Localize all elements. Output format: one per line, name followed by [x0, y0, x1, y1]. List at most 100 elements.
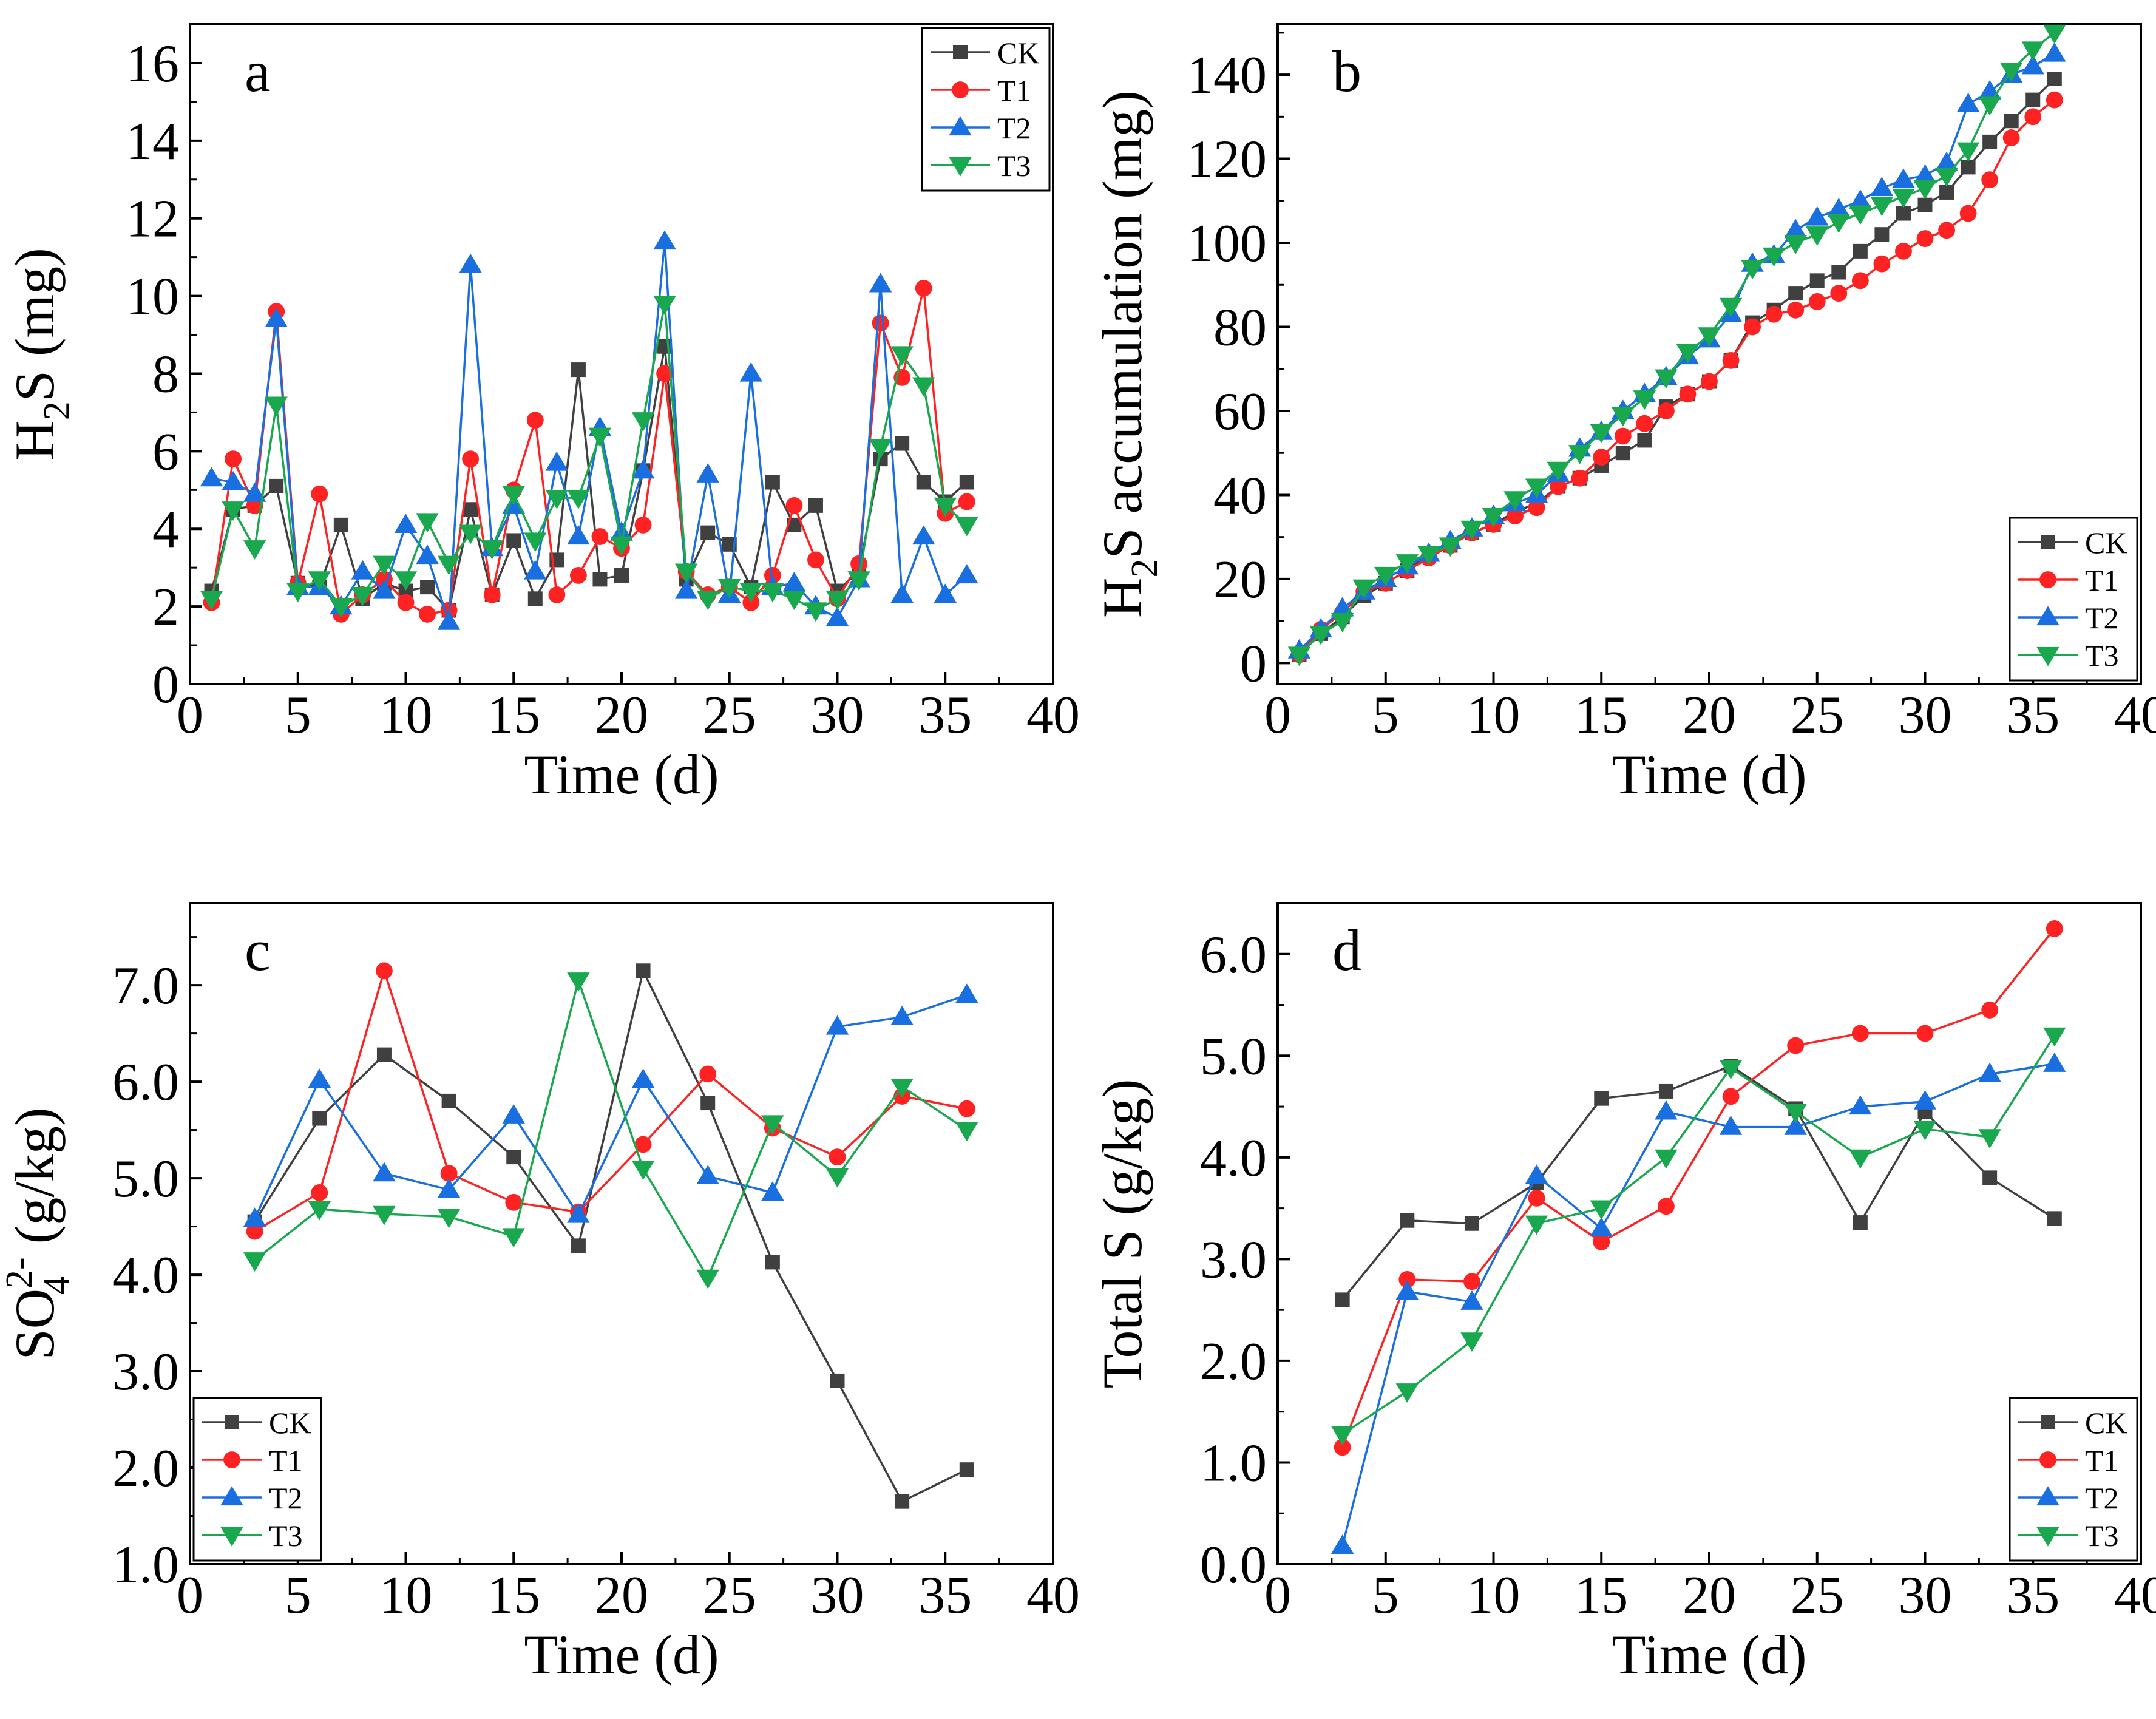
data-point-T1: [1507, 507, 1524, 524]
series-T3: [1331, 1027, 2066, 1446]
data-point-T2: [1870, 177, 1894, 197]
data-point-T2: [243, 482, 266, 502]
data-point-T1: [699, 1065, 717, 1083]
data-point-T1: [634, 1136, 652, 1153]
legend-marker-CK: [225, 1415, 239, 1429]
data-point-T3: [1892, 188, 1915, 208]
data-point-T3: [308, 571, 331, 591]
data-point-T3: [330, 598, 353, 618]
x-tick-label: 35: [2006, 1566, 2059, 1625]
data-point-T2: [567, 525, 590, 545]
data-point-CK: [1335, 1292, 1350, 1307]
y-tick-label: 5.0: [112, 1150, 179, 1209]
data-point-T2: [1719, 1115, 1743, 1135]
y-tick-label: 2: [152, 578, 179, 637]
data-point-T3: [955, 517, 978, 537]
data-point-T1: [569, 567, 587, 584]
data-point-T2: [674, 579, 698, 599]
data-point-T3: [631, 1161, 655, 1180]
y-tick-label: 0: [152, 656, 179, 714]
data-point-T1: [1550, 478, 1567, 495]
series-line-T1: [254, 967, 968, 1233]
x-tick-label: 10: [1467, 1566, 1520, 1625]
data-point-CK: [1982, 1170, 1998, 1185]
data-point-T2: [1935, 151, 1958, 171]
data-point-T3: [1503, 491, 1527, 511]
data-point-T2: [610, 521, 633, 541]
data-point-T3: [459, 524, 482, 544]
data-point-T3: [1590, 424, 1613, 444]
y-tick-label: 10: [126, 268, 179, 327]
series-T1: [1334, 920, 2063, 1456]
data-point-CK: [2004, 114, 2019, 129]
data-point-T3: [1417, 546, 1440, 566]
data-point-CK: [506, 533, 521, 548]
data-point-T1: [591, 528, 609, 545]
data-point-CK: [2025, 92, 2041, 107]
data-point-T2: [416, 544, 439, 565]
series-CK: [247, 963, 974, 1509]
data-point-T3: [761, 583, 784, 603]
x-tick-label: 0: [1264, 686, 1291, 745]
data-point-T3: [1978, 96, 2001, 116]
data-point-T2: [1590, 1217, 1613, 1237]
data-point-CK: [506, 1150, 521, 1165]
data-point-T2: [825, 1015, 849, 1035]
data-point-T2: [545, 451, 569, 471]
data-point-CK: [765, 1255, 780, 1270]
series-line-T2: [254, 994, 968, 1219]
data-point-T2: [524, 560, 547, 580]
series-line-CK: [1341, 1065, 2055, 1301]
legend-marker-T2: [2036, 1486, 2059, 1506]
legend-marker-T1: [952, 81, 969, 98]
data-point-T1: [1895, 242, 1912, 260]
x-axis-label: Time (d): [1612, 1624, 1806, 1686]
legend-label-T2: T2: [2085, 1481, 2119, 1515]
legend-label-T2: T2: [2085, 601, 2119, 635]
panel-c: 0 5 10 15 20 25 30 35 40 1.0 2.0 3.0 4.0 5.0 6.0 7.0 Tim…: [0, 902, 1080, 1686]
data-point-T3: [222, 501, 245, 521]
x-axis-label: Time (d): [1612, 744, 1806, 805]
x-tick-label: 5: [285, 1566, 311, 1625]
y-tick-label: 3.0: [112, 1343, 179, 1402]
legend-marker-T1: [2039, 1451, 2056, 1468]
data-point-T3: [1309, 625, 1332, 645]
data-point-T2: [1784, 219, 1807, 239]
data-point-T3: [437, 1209, 461, 1229]
y-tick-label: 12: [126, 190, 179, 249]
panel-label: a: [245, 39, 271, 104]
data-point-CK: [614, 568, 629, 583]
data-point-T3: [1590, 1200, 1613, 1220]
x-tick-label: 25: [1791, 1566, 1844, 1625]
y-axis-label: SO2-4 (g/kg): [0, 1107, 78, 1360]
data-point-T1: [1873, 255, 1891, 273]
x-tick-label: 15: [1575, 1566, 1628, 1625]
y-tick-label: 8: [152, 345, 179, 404]
data-point-T1: [807, 551, 824, 569]
data-point-T2: [1978, 1062, 2001, 1082]
legend-label-CK: CK: [269, 1406, 311, 1440]
data-point-T1: [526, 412, 544, 429]
data-point-T3: [1439, 537, 1462, 557]
data-point-CK: [1853, 1215, 1868, 1230]
data-point-CK: [441, 1093, 456, 1108]
data-point-T2: [1913, 1090, 1937, 1110]
data-point-T3: [2043, 24, 2066, 44]
data-point-T3: [739, 583, 763, 603]
data-point-T3: [1460, 520, 1483, 540]
data-point-T1: [1851, 1025, 1869, 1042]
data-point-T1: [548, 586, 566, 603]
data-point-T2: [631, 1068, 655, 1088]
data-point-T3: [265, 396, 288, 416]
data-point-T2: [308, 1068, 331, 1088]
data-point-T3: [373, 1205, 396, 1226]
legend-label-T1: T1: [2085, 563, 2119, 597]
data-point-T2: [373, 1162, 396, 1182]
data-point-T3: [2043, 1027, 2066, 1047]
data-point-T2: [1525, 1164, 1548, 1184]
x-axis-label: Time (d): [524, 744, 719, 805]
legend-label-T2: T2: [997, 111, 1031, 145]
